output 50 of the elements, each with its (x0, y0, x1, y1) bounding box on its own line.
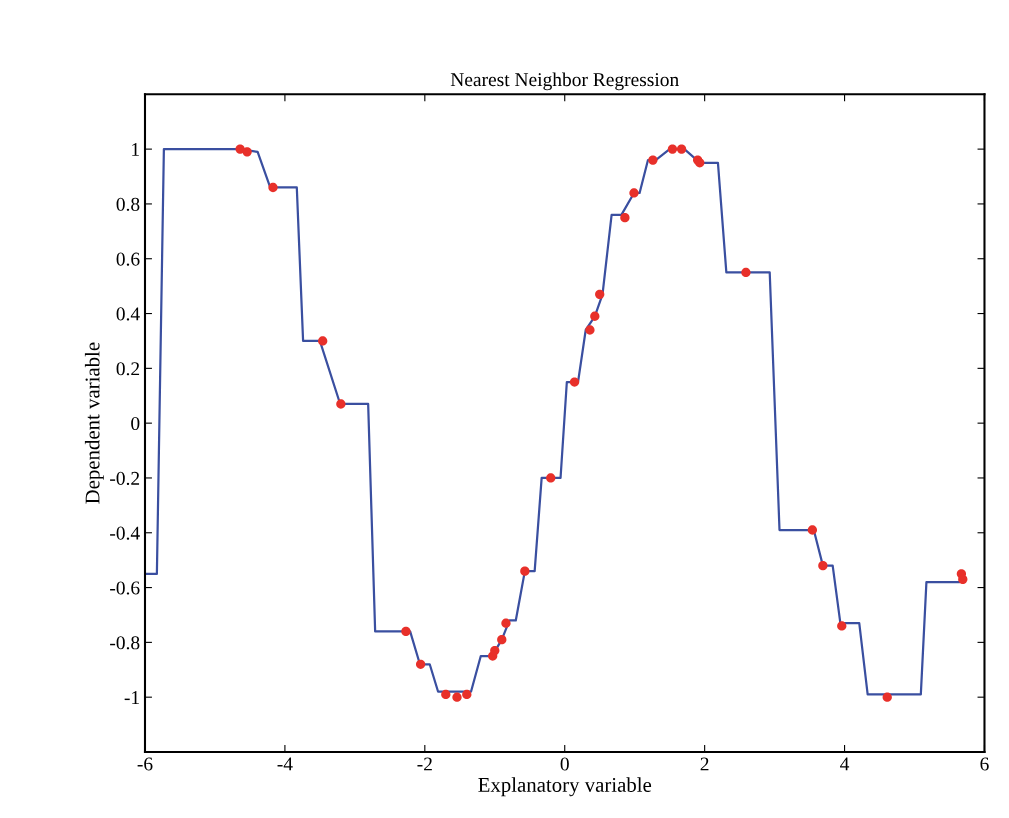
y-tick-label: 0 (131, 416, 140, 431)
point (569, 377, 580, 387)
point (401, 626, 411, 637)
point (741, 267, 751, 278)
y-tick-label: -0.6 (110, 581, 140, 595)
x-tick-label: -2 (417, 757, 432, 771)
point (818, 560, 828, 571)
y-tick-label: -1 (124, 691, 139, 704)
point (807, 525, 818, 535)
point (590, 311, 600, 321)
x-tick-label: 6 (980, 757, 989, 771)
point (318, 336, 328, 346)
point (497, 634, 507, 645)
x-tick-label: -6 (137, 757, 153, 771)
point (462, 689, 472, 700)
y-tick-label: 0.4 (116, 307, 140, 321)
point (520, 566, 530, 576)
point (837, 621, 847, 631)
point (336, 399, 346, 409)
x-tick-label: 0 (560, 757, 569, 771)
y-tick-label: -0.8 (110, 636, 140, 650)
point (585, 325, 595, 335)
y-tick-label: 0.2 (116, 362, 140, 376)
point (415, 659, 426, 669)
point (620, 212, 630, 223)
point (629, 188, 639, 198)
x-tick-label: 4 (840, 757, 850, 771)
chart-title: Nearest Neighbor Regression (450, 72, 679, 91)
point (268, 182, 278, 193)
y-axis-title: Dependent variable (84, 342, 104, 504)
y-tick-label: -0.4 (110, 526, 140, 540)
point (490, 645, 500, 656)
x-axis-title: Explanatory variable (478, 777, 652, 797)
point (595, 289, 605, 300)
point (667, 144, 678, 154)
y-tick-label: 1 (132, 143, 139, 156)
point (676, 144, 687, 154)
point (242, 147, 252, 157)
point (452, 692, 462, 702)
x-tick-label: 2 (700, 757, 709, 771)
point (882, 692, 892, 702)
point (546, 473, 556, 483)
point (441, 689, 451, 700)
x-tick-label: -4 (277, 757, 293, 771)
y-tick-label: 0.6 (116, 252, 140, 266)
y-tick-label: -0.2 (110, 471, 140, 485)
point (501, 618, 511, 628)
y-tick-label: 0.8 (116, 197, 140, 211)
point (648, 155, 658, 165)
point (958, 574, 968, 585)
